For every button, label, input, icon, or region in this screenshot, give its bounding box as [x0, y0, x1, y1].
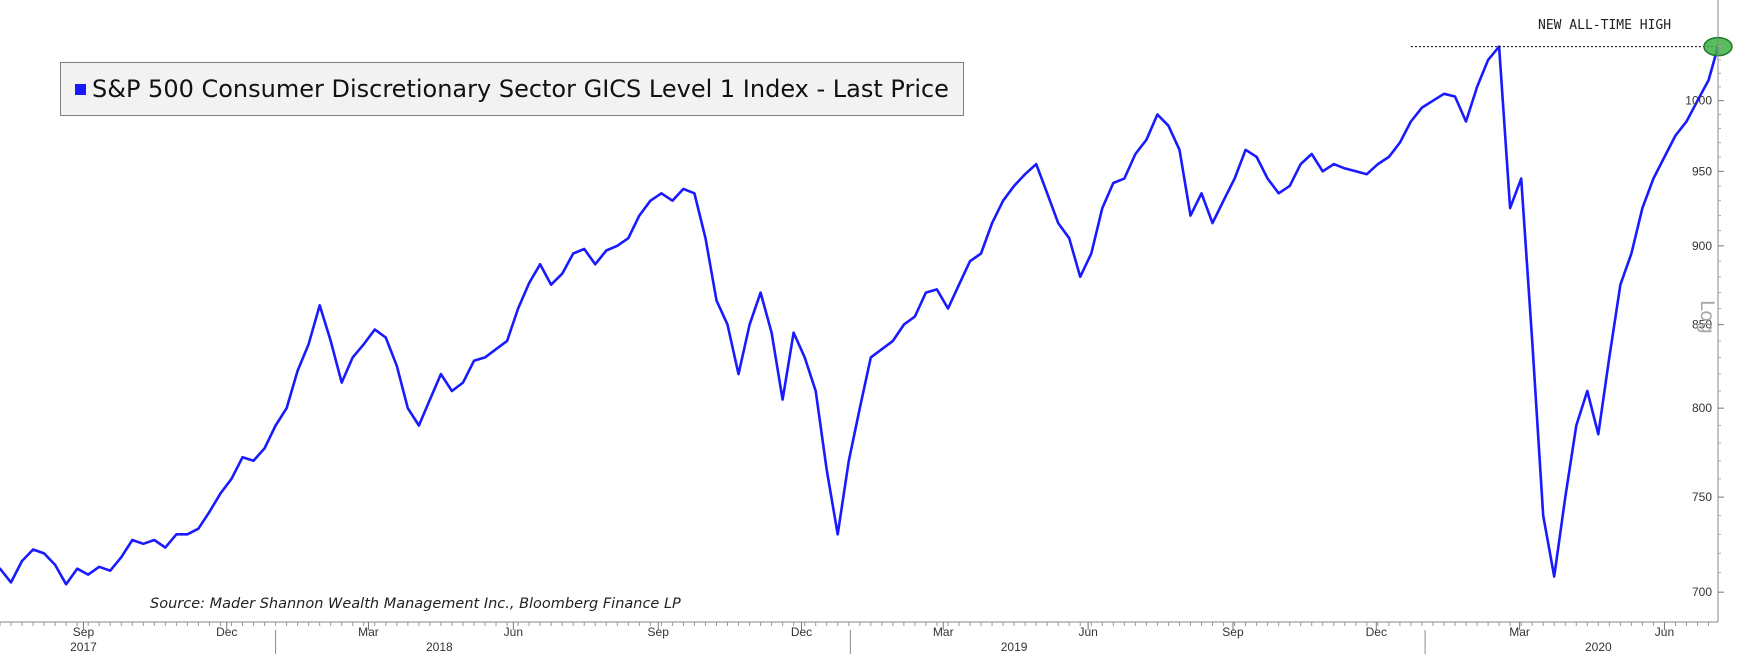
y-tick-label: 1000: [1685, 94, 1712, 108]
y-tick-label: 800: [1692, 401, 1712, 415]
legend-label: S&P 500 Consumer Discretionary Sector GI…: [92, 75, 949, 103]
legend: S&P 500 Consumer Discretionary Sector GI…: [60, 62, 964, 116]
x-tick-label: Jun: [1078, 625, 1097, 639]
x-tick-label: Mar: [1509, 625, 1530, 639]
plot-layer: [0, 36, 1733, 586]
x-tick-label: Dec: [216, 625, 237, 639]
x-tick-label: Dec: [1366, 625, 1387, 639]
y-tick-label: 750: [1692, 490, 1712, 504]
y-tick-label: 950: [1692, 164, 1712, 178]
x-year-label: 2019: [1001, 640, 1028, 654]
series-line: [0, 45, 1720, 586]
x-tick-label: Jun: [504, 625, 523, 639]
x-tick-label: Mar: [358, 625, 379, 639]
x-tick-label: Sep: [1222, 625, 1244, 639]
y-tick-label: 700: [1692, 585, 1712, 599]
y-tick-label: 900: [1692, 239, 1712, 253]
x-year-label: 2020: [1585, 640, 1612, 654]
x-tick-label: Dec: [791, 625, 812, 639]
legend-swatch: [75, 83, 86, 95]
x-tick-label: Sep: [648, 625, 670, 639]
annotation-label: NEW ALL-TIME HIGH: [1538, 18, 1672, 33]
x-year-label: 2018: [426, 640, 453, 654]
x-tick-label: Mar: [933, 625, 954, 639]
x-tick-label: Jun: [1655, 625, 1674, 639]
source-note: Source: Mader Shannon Wealth Management …: [150, 596, 681, 612]
x-tick-label: Sep: [73, 625, 95, 639]
log-scale-label: Log: [1696, 300, 1718, 334]
x-year-label: 2017: [70, 640, 97, 654]
y-tick-label: 850: [1692, 318, 1712, 332]
